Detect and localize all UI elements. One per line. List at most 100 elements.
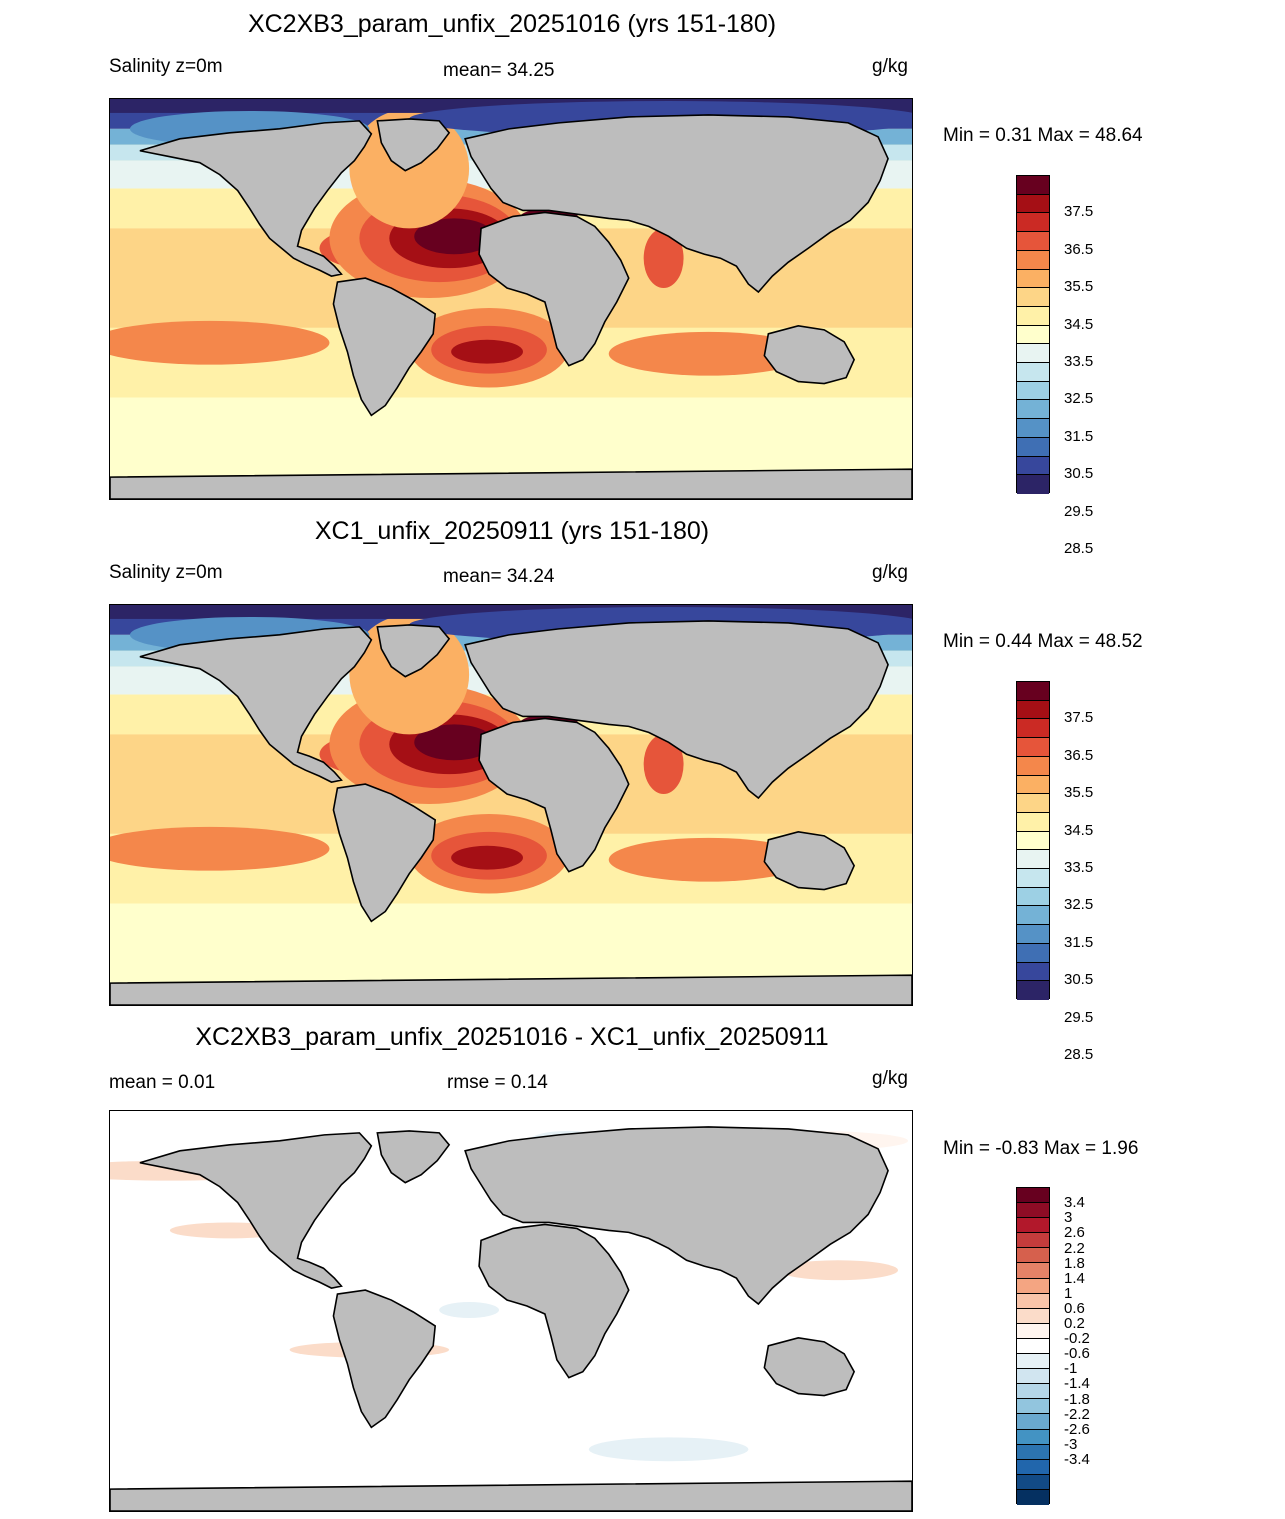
colorbar-box (1017, 1263, 1049, 1279)
colorbar-box (1017, 925, 1049, 944)
colorbar-label: 28.5 (1064, 1046, 1094, 1064)
panel1-mean: mean= 34.25 (443, 60, 555, 81)
colorbar-box (1017, 344, 1049, 364)
colorbar-label: 36.5 (1064, 746, 1094, 764)
colorbar-box (1017, 381, 1049, 401)
colorbar-label: 1.8 (1064, 1254, 1085, 1272)
colorbar-label: -3.4 (1064, 1450, 1090, 1468)
colorbar-box (1017, 775, 1049, 795)
colorbar-label: -0.6 (1064, 1345, 1090, 1363)
colorbar-box (1017, 1278, 1049, 1294)
colorbar-box (1017, 981, 1049, 1000)
colorbar-box (1017, 700, 1049, 720)
colorbar-label: 32.5 (1064, 390, 1094, 408)
colorbar-box (1017, 1218, 1049, 1234)
colorbar-box (1017, 1444, 1049, 1460)
panel3-rmse: rmse = 0.14 (447, 1072, 548, 1093)
colorbar-box (1017, 1474, 1049, 1490)
colorbar-box (1017, 719, 1049, 739)
panel3-mean: mean = 0.01 (109, 1072, 216, 1093)
colorbar-box (1017, 250, 1049, 270)
colorbar-box (1017, 1203, 1049, 1219)
land-africa (478, 717, 630, 873)
map-field (110, 605, 912, 1005)
colorbar-box (1017, 1459, 1049, 1475)
panel1-colorbar (1016, 175, 1050, 494)
colorbar-label: 32.5 (1064, 896, 1094, 914)
colorbar-box (1017, 1399, 1049, 1415)
colorbar-label: 31.5 (1064, 933, 1094, 951)
colorbar-label: 35.5 (1064, 278, 1094, 296)
land-australia (763, 1337, 856, 1397)
land-eurasia (464, 620, 889, 800)
colorbar-box (1017, 962, 1049, 982)
colorbar-box (1017, 288, 1049, 307)
colorbar-box (1017, 1369, 1049, 1385)
colorbar-label: -1 (1064, 1360, 1078, 1378)
colorbar-box (1017, 232, 1049, 251)
colorbar-label: 33.5 (1064, 353, 1094, 371)
colorbar-label: 28.5 (1064, 540, 1094, 558)
land-australia (763, 325, 856, 385)
colorbar-box (1017, 1414, 1049, 1430)
colorbar-box (1017, 831, 1049, 851)
colorbar-label: -2.2 (1064, 1405, 1090, 1423)
panel2-minmax: Min = 0.44 Max = 48.52 (943, 631, 1143, 652)
panel1-title: XC2XB3_param_unfix_20251016 (yrs 151-180… (247, 10, 777, 38)
map-field (110, 99, 912, 499)
colorbar-box (1017, 906, 1049, 926)
colorbar-box (1017, 269, 1049, 289)
colorbar-label: 34.5 (1064, 315, 1094, 333)
colorbar-label: 35.5 (1064, 784, 1094, 802)
colorbar-box (1017, 756, 1049, 776)
colorbar-label: 2.2 (1064, 1239, 1085, 1257)
colorbar-box (1017, 1188, 1049, 1204)
colorbar-label: 29.5 (1064, 502, 1094, 520)
colorbar-label: 33.5 (1064, 859, 1094, 877)
colorbar-label: 0.6 (1064, 1299, 1085, 1317)
panel2-mean: mean= 34.24 (443, 566, 555, 587)
colorbar-label: 3.4 (1064, 1194, 1085, 1212)
colorbar-label: 1.4 (1064, 1269, 1085, 1287)
colorbar-box (1017, 213, 1049, 233)
panel1-minmax: Min = 0.31 Max = 48.64 (943, 125, 1143, 146)
panel3-map (109, 1110, 913, 1512)
land-southAmerica (332, 277, 437, 417)
colorbar-label: 3 (1064, 1209, 1073, 1227)
colorbar-box (1017, 475, 1049, 494)
colorbar-label: -1.4 (1064, 1375, 1090, 1393)
colorbar-label: 2.6 (1064, 1224, 1085, 1242)
colorbar-box (1017, 1384, 1049, 1400)
land-greenland (376, 1130, 451, 1184)
colorbar-label: 37.5 (1064, 203, 1094, 221)
colorbar-box (1017, 306, 1049, 326)
colorbar-box (1017, 682, 1049, 701)
land-eurasia (464, 114, 889, 294)
land-antarctica (110, 974, 912, 1005)
panel2-colorbar (1016, 681, 1050, 1000)
colorbar-box (1017, 1338, 1049, 1355)
land-northAmerica (139, 120, 373, 277)
colorbar-box (1017, 400, 1049, 420)
panel3-minmax: Min = -0.83 Max = 1.96 (943, 1138, 1139, 1159)
panel2-map (109, 604, 913, 1006)
panel2-variable-label: Salinity z=0m (109, 562, 223, 583)
land-eurasia (464, 1126, 889, 1306)
panel2-title: XC1_unfix_20250911 (yrs 151-180) (314, 517, 710, 545)
colorbar-label: 1 (1064, 1284, 1073, 1302)
land-greenland (376, 624, 451, 678)
colorbar-box (1017, 1248, 1049, 1264)
colorbar-box (1017, 850, 1049, 870)
colorbar-label: 29.5 (1064, 1008, 1094, 1026)
land-northAmerica (139, 626, 373, 783)
colorbar-box (1017, 176, 1049, 195)
land-australia (763, 831, 856, 891)
panel2-units: g/kg (872, 562, 908, 583)
colorbar-box (1017, 887, 1049, 907)
colorbar-box (1017, 325, 1049, 345)
colorbar-box (1017, 943, 1049, 963)
panel3-colorbar (1016, 1187, 1050, 1505)
map-field (110, 1126, 912, 1511)
land-africa (478, 1223, 630, 1379)
colorbar-label: -3 (1064, 1435, 1078, 1453)
